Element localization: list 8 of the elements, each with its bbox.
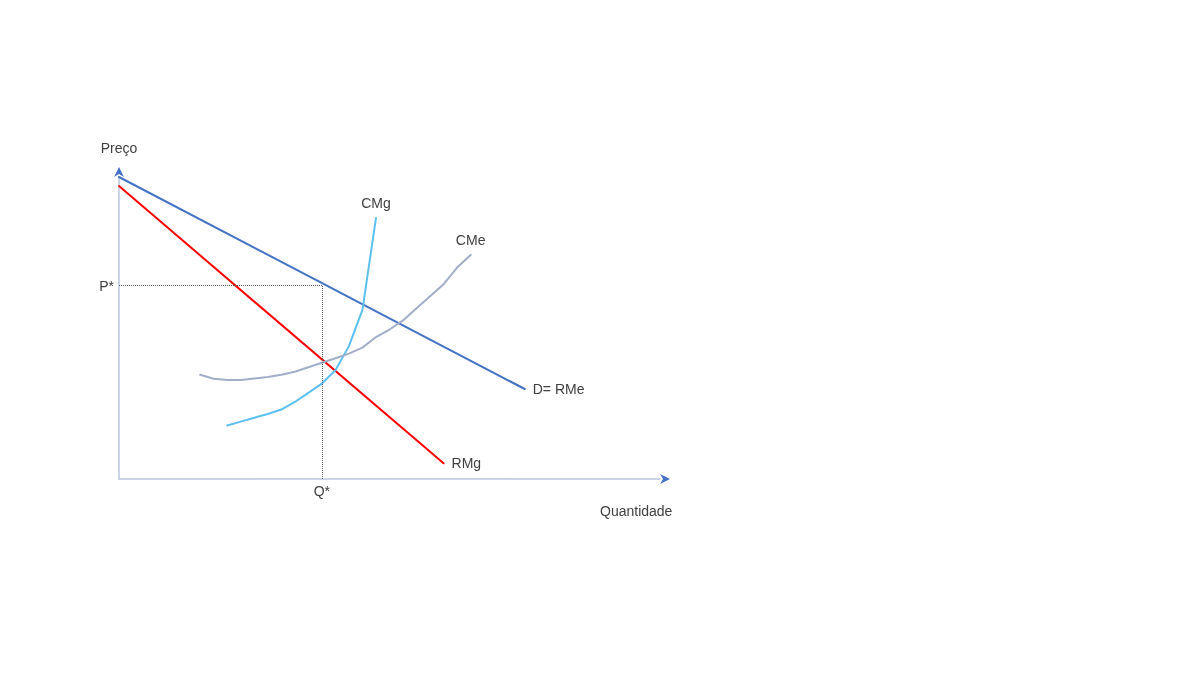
text: Q* [313, 483, 331, 499]
series-label: CMe [455, 231, 486, 248]
x-axis-title: Quantidade [600, 503, 673, 519]
y-axis-title: Preço [100, 140, 138, 156]
series-label: CMg [361, 195, 391, 212]
series-label: D= RMe [532, 381, 585, 397]
ref-line-label: P* [99, 277, 115, 294]
series-label: RMg [451, 455, 482, 472]
